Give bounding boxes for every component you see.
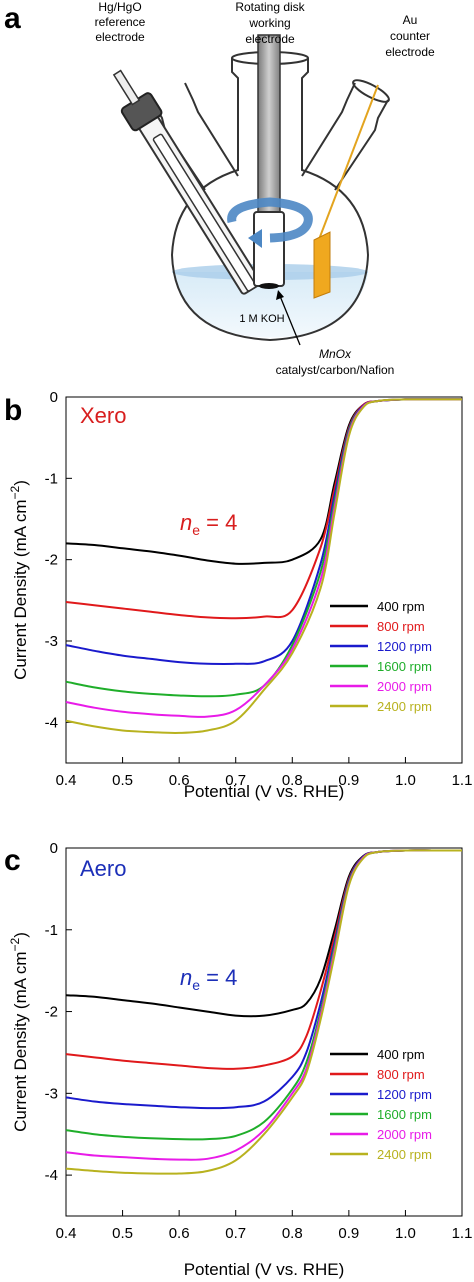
panel-c-x-tick-label: 0.8 [282,1225,303,1242]
panel-b-x-axis: 0.4 0.5 0.6 0.7 0.8 0.9 1.0 1.1 [56,757,473,789]
panel-b-series [65,398,462,734]
counter-label-line3: electrode [385,45,435,59]
panel-c-legend-label: 400 rpm [377,1047,425,1062]
right-neck-rim [352,79,390,103]
reference-electrode [112,69,262,295]
panel-b-legend-label: 400 rpm [377,599,425,614]
flask-body [170,150,370,342]
panel-c-x-tick-label: 0.9 [338,1225,359,1242]
panel-c-x-tick-label: 0.7 [225,1225,246,1242]
panel-c-series-800-rpm [65,849,462,1070]
panel-b-x-tick-label: 0.7 [225,772,246,789]
rotation-arrow [227,197,313,243]
panel-c-x-tick-label: 0.5 [112,1225,133,1242]
koh-label: 1 M KOH [239,313,284,325]
panel-b-chart: b Xero ne = 4 0.4 0.5 0.6 0.7 0.8 0.9 1.0 1.1 0… [4,389,472,801]
panel-b-y-label: Current Density (mA cm−2) [8,480,30,680]
panel-a-letter: a [4,2,21,35]
catalyst-pointer [279,295,301,346]
panel-b-legend-label: 2400 rpm [377,699,432,714]
panel-c-x-tick-label: 1.0 [395,1225,416,1242]
panel-c-x-tick-label: 1.1 [452,1225,473,1242]
panel-c-legend: 400 rpm 800 rpm 1200 rpm 1600 rpm 2000 rpm 24… [330,1047,432,1162]
rotation-arrow-head [248,229,262,248]
panel-c-x-tick-label: 0.6 [169,1225,190,1242]
panel-b-series-800-rpm [65,398,462,620]
panel-c-legend-label: 1200 rpm [377,1087,432,1102]
counter-label-line1: Au [403,13,418,27]
panel-b-x-tick-label: 0.5 [112,772,133,789]
panel-c-y-tick-label: -3 [45,1085,58,1102]
panel-c-legend-label: 2000 rpm [377,1127,432,1142]
counter-label-line2: counter [390,29,430,43]
work-label-line1: Rotating disk [235,0,305,14]
flask-center-neck [231,58,309,150]
panel-b-y-tick-label: -3 [45,633,58,650]
flask-right-neck [301,82,389,191]
panel-c-plot-frame [65,847,463,1217]
ref-label-line3: electrode [95,30,145,44]
panel-b-plot-frame [65,396,463,764]
panel-b-annotation: ne = 4 [180,510,237,538]
rotating-rod [257,34,281,221]
panel-b-title: Xero [80,403,126,428]
panel-c-y-axis: 0 -1 -2 -3 -4 [45,840,72,1184]
panel-b-legend-label: 1200 rpm [377,639,432,654]
disk-electrode-tip [259,283,279,289]
panel-c-letter: c [4,844,21,877]
panel-b-legend-label: 1600 rpm [377,659,432,674]
panel-c-legend-label: 2400 rpm [377,1147,432,1162]
panel-c-x-axis: 0.4 0.5 0.6 0.7 0.8 0.9 1.0 1.1 [56,1210,473,1242]
counter-wire [317,84,379,243]
panel-c-x-tick-label: 0.4 [56,1225,77,1242]
panel-c-title: Aero [80,856,126,881]
panel-b-x-label: Potential (V vs. RHE) [184,782,345,801]
panel-c-chart: c Aero ne = 4 0.4 0.5 0.6 0.7 0.8 0.9 1.0 1.1 0… [4,840,472,1279]
catalyst-label-line2: catalyst/carbon/Nafion [276,363,395,377]
panel-c-legend-label: 800 rpm [377,1067,425,1082]
panel-c-y-tick-label: -2 [45,1004,58,1021]
panel-b-y-tick-label: -4 [45,714,58,731]
panel-b-x-tick-label: 0.6 [169,772,190,789]
panel-b-legend-label: 2000 rpm [377,679,432,694]
panel-b-x-tick-label: 1.1 [452,772,473,789]
panel-c-y-tick-label: 0 [50,840,58,857]
panel-b-legend-label: 800 rpm [377,619,425,634]
catalyst-pointer-head [276,290,284,300]
panel-c-y-tick-label: -4 [45,1167,58,1184]
panel-b-series-2400-rpm [65,398,462,734]
panel-b-x-tick-label: 0.4 [56,772,77,789]
work-label-line3: electrode [245,32,295,46]
panel-b-y-tick-label: -1 [45,470,58,487]
catalyst-label-line1: MnOx [319,347,352,361]
panel-b-x-tick-label: 0.9 [338,772,359,789]
panel-c-y-tick-label: -1 [45,922,58,939]
work-label-line2: working [248,16,290,30]
panel-c-series [65,849,462,1175]
panel-b-y-axis: 0 -1 -2 -3 -4 [45,389,72,731]
panel-b-y-tick-label: 0 [50,389,58,406]
panel-c-y-label: Current Density (mA cm−2) [8,932,30,1132]
ref-label-line1: Hg/HgO [98,0,141,14]
panel-c-legend-label: 1600 rpm [377,1107,432,1122]
panel-b-legend: 400 rpm 800 rpm 1200 rpm 1600 rpm 2000 rpm 24… [330,599,432,714]
gold-counter-plate [313,231,331,299]
panel-b-x-tick-label: 1.0 [395,772,416,789]
panel-a-diagram: a Hg/HgO reference [4,0,435,377]
ref-label-line2: reference [95,15,146,29]
panel-b-y-tick-label: -2 [45,552,58,569]
panel-b-letter: b [4,394,22,427]
panel-c-series-2400-rpm [65,849,462,1175]
disk-electrode-shroud [253,211,285,287]
panel-c-x-label: Potential (V vs. RHE) [184,1260,345,1279]
panel-c-annotation: ne = 4 [180,965,237,993]
panel-b-x-tick-label: 0.8 [282,772,303,789]
